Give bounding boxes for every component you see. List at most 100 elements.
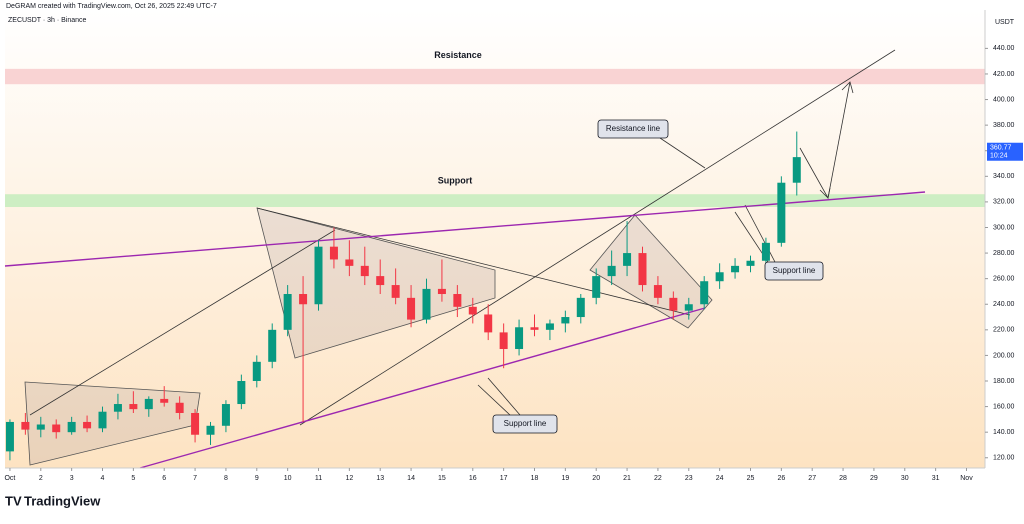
footer-logo: TradingView: [24, 493, 101, 508]
candle-body: [329, 246, 338, 260]
candle-body: [407, 297, 416, 320]
countdown: 10:24: [990, 153, 1008, 160]
symbol: ZECUSDT · 3h · Binance: [8, 17, 87, 24]
x-tick-label: 18: [531, 475, 539, 482]
x-tick-label: 5: [131, 475, 135, 482]
zone-label: Support: [438, 176, 473, 186]
candle-body: [144, 398, 153, 410]
price-label: 360.77: [990, 145, 1012, 152]
x-tick-label: 6: [162, 475, 166, 482]
candle-body: [592, 276, 601, 298]
candle-body: [453, 294, 462, 307]
callout-box: [764, 261, 824, 281]
x-tick-label: 14: [407, 475, 415, 482]
candle-body: [283, 294, 292, 330]
x-tick-label: 15: [438, 475, 446, 482]
x-tick-label: 16: [469, 475, 477, 482]
y-tick-label: 140.00: [993, 429, 1015, 436]
zone: [5, 68, 985, 85]
callout-box: [597, 119, 669, 139]
candle-body: [746, 260, 755, 266]
candle-body: [422, 288, 431, 320]
candle-body: [468, 306, 477, 315]
candle-body: [761, 242, 770, 261]
callout: Support line: [773, 266, 816, 275]
callout-box: [492, 414, 558, 434]
candle-body: [252, 361, 261, 382]
candle-body: [21, 421, 30, 430]
candle-body: [129, 404, 138, 410]
x-tick-label: 21: [623, 475, 631, 482]
zone-label: Resistance: [434, 50, 482, 60]
x-tick-label: 8: [224, 475, 228, 482]
candle-body: [777, 182, 786, 243]
candle-body: [623, 253, 632, 266]
candle-body: [638, 253, 647, 286]
x-tick-label: 24: [716, 475, 724, 482]
candle-body: [237, 381, 246, 405]
x-tick-label: 27: [808, 475, 816, 482]
zone: [5, 194, 985, 208]
candle-body: [530, 327, 539, 330]
candle-body: [52, 424, 61, 433]
x-tick-label: 17: [500, 475, 508, 482]
x-tick-label: 19: [561, 475, 569, 482]
candle-body: [700, 281, 709, 305]
callout: Support line: [504, 419, 547, 428]
candle-body: [715, 272, 724, 282]
header: DeGRAM created with TradingView.com, Oct…: [6, 3, 217, 10]
y-tick-label: 260.00: [993, 276, 1015, 283]
plot-bg: [5, 10, 985, 468]
x-tick-label: Oct: [4, 475, 15, 482]
candle-body: [437, 288, 446, 295]
callout: Resistance line: [606, 124, 661, 133]
logo-icon: TV: [5, 493, 22, 508]
support-lines: [4, 191, 926, 469]
candle-body: [484, 314, 493, 333]
candle-body: [391, 285, 400, 298]
y-tick-label: 420.00: [993, 71, 1015, 78]
y-tick-label: 380.00: [993, 122, 1015, 129]
candle-body: [67, 421, 76, 433]
candle-body: [561, 317, 570, 324]
y-tick-label: 120.00: [993, 455, 1015, 462]
y-tick-label: 220.00: [993, 327, 1015, 334]
x-tick-label: 2: [39, 475, 43, 482]
x-tick-label: Nov: [960, 475, 973, 482]
x-tick-label: 25: [747, 475, 755, 482]
candle-body: [299, 294, 308, 305]
x-tick-label: 4: [101, 475, 105, 482]
y-tick-label: 160.00: [993, 403, 1015, 410]
x-tick-label: 23: [685, 475, 693, 482]
x-tick-label: 30: [901, 475, 909, 482]
candle-body: [669, 297, 678, 311]
candle-body: [792, 157, 801, 183]
candle-body: [160, 398, 169, 403]
candle-body: [576, 297, 585, 318]
candle-body: [360, 265, 369, 277]
candle-body: [36, 424, 45, 430]
drawings: [24, 207, 713, 466]
x-tick-label: 20: [592, 475, 600, 482]
candle-body: [175, 402, 184, 413]
candle-body: [5, 421, 14, 452]
candle-body: [191, 412, 200, 435]
candle-body: [345, 259, 354, 266]
x-tick-label: 9: [255, 475, 259, 482]
price-tag: [987, 142, 1023, 161]
candle-body: [83, 421, 92, 429]
candle-body: [545, 323, 554, 330]
candle-body: [731, 265, 740, 273]
x-tick-label: 13: [376, 475, 384, 482]
candle-body: [499, 332, 508, 350]
candle-body: [314, 246, 323, 305]
y-tick-label: 320.00: [993, 199, 1015, 206]
candle-body: [515, 327, 524, 350]
candle-body: [206, 425, 215, 435]
y-tick-label: 300.00: [993, 224, 1015, 231]
y-tick-label: 280.00: [993, 250, 1015, 257]
candle-body: [653, 285, 662, 298]
candle-body: [684, 304, 693, 311]
